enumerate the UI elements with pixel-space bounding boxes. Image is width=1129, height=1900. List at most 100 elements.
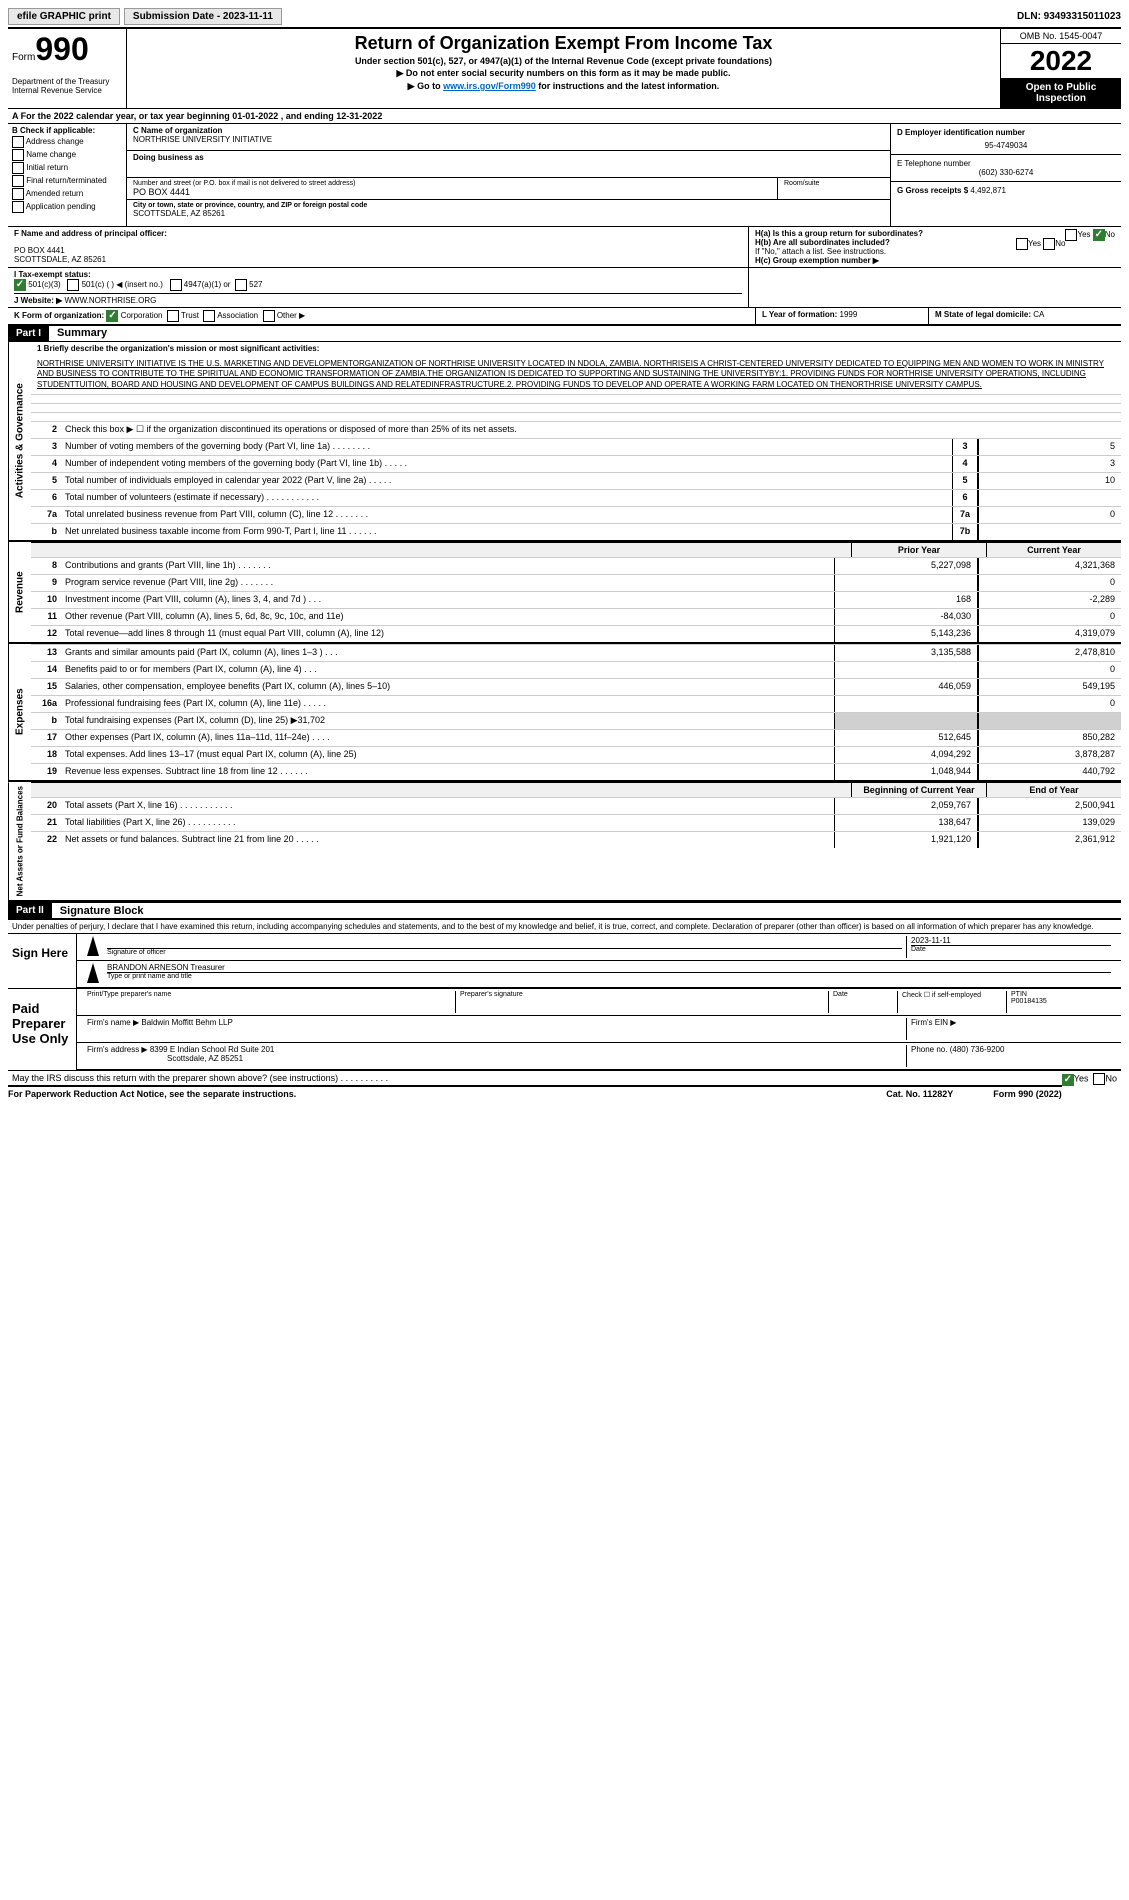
dln-label: DLN: 93493315011023 [1017,11,1121,22]
begin-year-header: Beginning of Current Year [851,783,986,797]
table-row: bTotal fundraising expenses (Part IX, co… [31,712,1121,729]
part1-title: Summary [49,327,107,339]
prior-year-header: Prior Year [851,543,986,557]
firm-addr-label: Firm's address ▶ [87,1045,148,1054]
gross-label: G Gross receipts $ [897,186,968,195]
form-word: Form [12,52,35,63]
current-year-header: Current Year [986,543,1121,557]
firm-phone-label: Phone no. [911,1045,947,1054]
tax-year-row: A For the 2022 calendar year, or tax yea… [8,109,1121,124]
prep-sig-label: Preparer's signature [456,991,829,1013]
table-row: 14Benefits paid to or for members (Part … [31,661,1121,678]
phone: (602) 330-6274 [897,168,1115,177]
table-row: 21Total liabilities (Part X, line 26) . … [31,814,1121,831]
section-governance: Activities & Governance 1 Briefly descri… [8,342,1121,542]
check-initial[interactable]: Initial return [12,162,122,174]
omb-number: OMB No. 1545-0047 [1001,29,1121,44]
ein-label: D Employer identification number [897,128,1115,137]
footer: For Paperwork Reduction Act Notice, see … [8,1085,1062,1099]
prep-self-label: Check ☐ if self-employed [898,991,1007,1013]
website-label: J Website: ▶ [14,296,64,305]
form-header: Form990 Department of the Treasury Inter… [8,29,1121,109]
no-ssn-line: ▶ Do not enter social security numbers o… [135,68,992,79]
table-row: 18Total expenses. Add lines 13–17 (must … [31,746,1121,763]
ptin-label: PTIN [1011,991,1111,998]
row-fh: F Name and address of principal officer:… [8,227,1121,268]
inspection-badge: Open to Public Inspection [1001,78,1121,108]
sig-date: 2023-11-11 [911,936,1111,945]
footer-right: Form 990 (2022) [993,1089,1062,1099]
check-amended[interactable]: Amended return [12,188,122,200]
527: 527 [249,280,262,289]
ptin: P00184135 [1011,998,1111,1005]
addr: PO BOX 4441 [133,187,771,197]
footer-mid: Cat. No. 11282Y [886,1089,953,1099]
year-formation: 1999 [840,310,858,319]
table-row: 9Program service revenue (Part VIII, lin… [31,574,1121,591]
sig-officer-label: Signature of officer [107,948,902,956]
check-pending[interactable]: Application pending [12,201,122,213]
mission-label: 1 Briefly describe the organization's mi… [31,342,1121,355]
irs-link[interactable]: www.irs.gov/Form990 [443,81,536,91]
part2-header: Part II Signature Block [8,902,1121,919]
section-expenses: Expenses 13Grants and similar amounts pa… [8,644,1121,782]
check-final[interactable]: Final return/terminated [12,175,122,187]
table-row: 6Total number of volunteers (estimate if… [31,489,1121,506]
officer-name-label: Type or print name and title [107,972,1111,980]
firm-addr2: Scottsdale, AZ 85251 [167,1054,243,1063]
officer-name: BRANDON ARNESON Treasurer [107,963,1111,972]
discuss-row: May the IRS discuss this return with the… [8,1070,1121,1085]
check-icon: ✓ [14,279,26,291]
table-row: 22Net assets or fund balances. Subtract … [31,831,1121,848]
row-ij: I Tax-exempt status: ✓ 501(c)(3) 501(c) … [8,268,1121,308]
501c3: 501(c)(3) [28,280,60,289]
addr-label: Number and street (or P.O. box if mail i… [133,180,771,187]
room-label: Room/suite [784,180,884,187]
officer-addr1: PO BOX 4441 [14,246,742,255]
preparer-label: Paid Preparer Use Only [8,989,77,1070]
section-balances: Net Assets or Fund Balances Beginning of… [8,782,1121,902]
ein: 95-4749034 [897,141,1115,150]
col-b: B Check if applicable: Address change Na… [8,124,127,226]
sign-here-label: Sign Here [8,934,77,988]
revenue-header: Prior Year Current Year [31,542,1121,557]
officer-label: F Name and address of principal officer: [14,229,742,238]
check-name[interactable]: Name change [12,149,122,161]
501c: 501(c) ( ) ◀ (insert no.) [82,280,163,289]
part1-header: Part I Summary [8,325,1121,342]
arrow-icon [87,936,99,956]
table-row: 2Check this box ▶ ☐ if the organization … [31,421,1121,438]
check-icon: ✓ [1062,1074,1074,1086]
efile-print-button[interactable]: efile GRAPHIC print [8,8,120,25]
part1-badge: Part I [8,326,49,341]
check-icon: ✓ [106,310,118,322]
assoc: Association [217,311,258,320]
sig-date-label: Date [911,945,1111,953]
tax-status-label: I Tax-exempt status: [14,270,91,279]
table-row: 15Salaries, other compensation, employee… [31,678,1121,695]
tax-year: 2022 [1001,44,1121,78]
domicile-label: M State of legal domicile: [935,310,1033,319]
preparer-block: Paid Preparer Use Only Print/Type prepar… [8,988,1121,1070]
col-c: C Name of organization NORTHRISE UNIVERS… [127,124,890,226]
table-row: 11Other revenue (Part VIII, column (A), … [31,608,1121,625]
city: SCOTTSDALE, AZ 85261 [133,209,884,218]
table-row: 5Total number of individuals employed in… [31,472,1121,489]
prep-date-label: Date [829,991,898,1013]
part2-badge: Part II [8,903,52,918]
goto-line: ▶ Go to www.irs.gov/Form990 for instruct… [135,81,992,92]
vtab-revenue: Revenue [8,542,31,642]
check-address[interactable]: Address change [12,136,122,148]
col-b-title: B Check if applicable: [12,126,122,135]
form-org-label: K Form of organization: [14,311,104,320]
table-row: 20Total assets (Part X, line 16) . . . .… [31,797,1121,814]
table-row: 7aTotal unrelated business revenue from … [31,506,1121,523]
submission-date-button[interactable]: Submission Date - 2023-11-11 [124,8,282,25]
table-row: 10Investment income (Part VIII, column (… [31,591,1121,608]
org-name-label: C Name of organization [133,126,884,135]
vtab-expenses: Expenses [8,644,31,780]
table-row: 19Revenue less expenses. Subtract line 1… [31,763,1121,780]
check-icon: ✓ [1093,229,1105,241]
form-subtitle: Under section 501(c), 527, or 4947(a)(1)… [135,56,992,66]
firm-addr1: 8399 E Indian School Rd Suite 201 [150,1045,275,1054]
